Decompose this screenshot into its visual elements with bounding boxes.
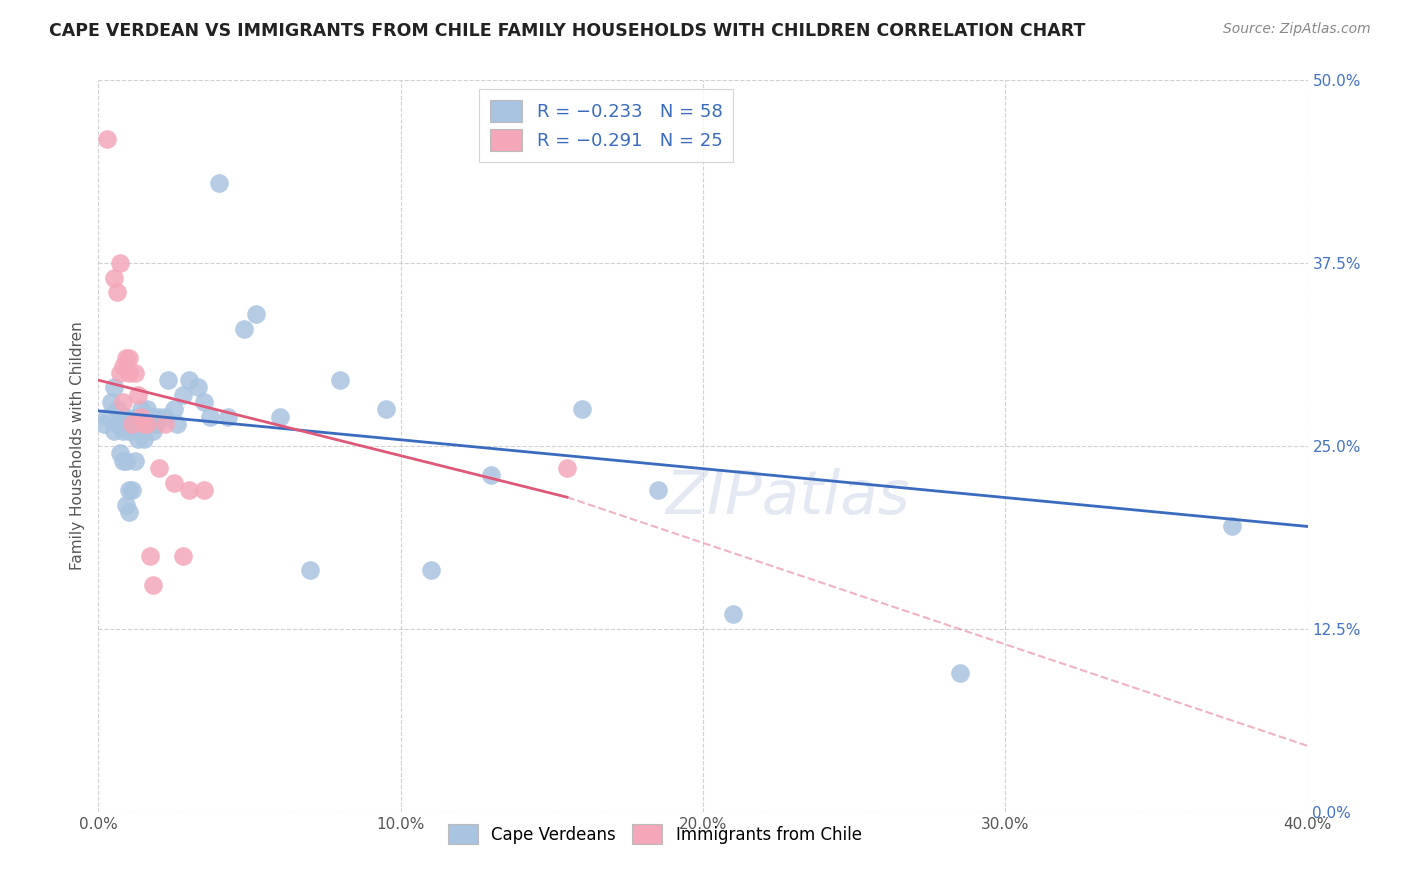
Point: [148, 409, 170, 424]
Point: [124, 453, 146, 467]
Point: [166, 417, 188, 431]
Point: [118, 425, 141, 439]
Point: [105, 285, 128, 300]
Point: [111, 425, 134, 439]
Point: [200, 409, 222, 424]
Point: [124, 366, 146, 380]
Point: [156, 373, 179, 387]
Legend: Cape Verdeans, Immigrants from Chile: Cape Verdeans, Immigrants from Chile: [441, 817, 869, 851]
Point: [172, 388, 194, 402]
Point: [111, 359, 134, 373]
Point: [193, 483, 215, 497]
Point: [148, 461, 170, 475]
Point: [108, 446, 131, 460]
Point: [723, 607, 745, 622]
Point: [145, 417, 167, 431]
Text: ZIPatlas: ZIPatlas: [665, 467, 910, 526]
Point: [135, 402, 157, 417]
Point: [269, 409, 291, 424]
Point: [108, 256, 131, 270]
Point: [129, 409, 152, 424]
Point: [329, 373, 352, 387]
Point: [135, 417, 157, 431]
Point: [108, 366, 131, 380]
Point: [93, 417, 115, 431]
Point: [105, 402, 128, 417]
Point: [555, 461, 578, 475]
Point: [153, 409, 176, 424]
Point: [96, 409, 118, 424]
Point: [129, 409, 152, 424]
Point: [571, 402, 593, 417]
Point: [118, 505, 141, 519]
Point: [481, 468, 503, 483]
Point: [121, 483, 143, 497]
Point: [142, 409, 165, 424]
Text: Source: ZipAtlas.com: Source: ZipAtlas.com: [1223, 22, 1371, 37]
Text: CAPE VERDEAN VS IMMIGRANTS FROM CHILE FAMILY HOUSEHOLDS WITH CHILDREN CORRELATIO: CAPE VERDEAN VS IMMIGRANTS FROM CHILE FA…: [49, 22, 1085, 40]
Point: [299, 563, 322, 577]
Point: [121, 417, 143, 431]
Point: [142, 425, 165, 439]
Point: [127, 409, 149, 424]
Point: [96, 132, 118, 146]
Point: [129, 402, 152, 417]
Point: [217, 409, 239, 424]
Point: [139, 549, 162, 563]
Point: [111, 453, 134, 467]
Point: [139, 417, 162, 431]
Point: [232, 322, 254, 336]
Point: [374, 402, 396, 417]
Point: [949, 665, 972, 680]
Point: [135, 417, 157, 431]
Point: [193, 395, 215, 409]
Point: [108, 417, 131, 431]
Point: [153, 417, 176, 431]
Point: [103, 270, 125, 285]
Point: [179, 373, 201, 387]
Point: [132, 432, 155, 446]
Point: [1220, 519, 1243, 533]
Point: [647, 483, 669, 497]
Point: [118, 351, 141, 366]
Point: [118, 366, 141, 380]
Point: [420, 563, 443, 577]
Point: [111, 395, 134, 409]
Point: [172, 549, 194, 563]
Point: [114, 409, 136, 424]
Y-axis label: Family Households with Children: Family Households with Children: [69, 322, 84, 570]
Point: [142, 578, 165, 592]
Point: [179, 483, 201, 497]
Point: [208, 176, 231, 190]
Point: [103, 380, 125, 394]
Point: [187, 380, 209, 394]
Point: [121, 417, 143, 431]
Point: [124, 417, 146, 431]
Point: [100, 395, 122, 409]
Point: [114, 498, 136, 512]
Point: [127, 432, 149, 446]
Point: [132, 417, 155, 431]
Point: [111, 409, 134, 424]
Point: [245, 307, 267, 321]
Point: [114, 351, 136, 366]
Point: [118, 483, 141, 497]
Point: [163, 475, 186, 490]
Point: [127, 388, 149, 402]
Point: [105, 417, 128, 431]
Point: [103, 425, 125, 439]
Point: [114, 453, 136, 467]
Point: [163, 402, 186, 417]
